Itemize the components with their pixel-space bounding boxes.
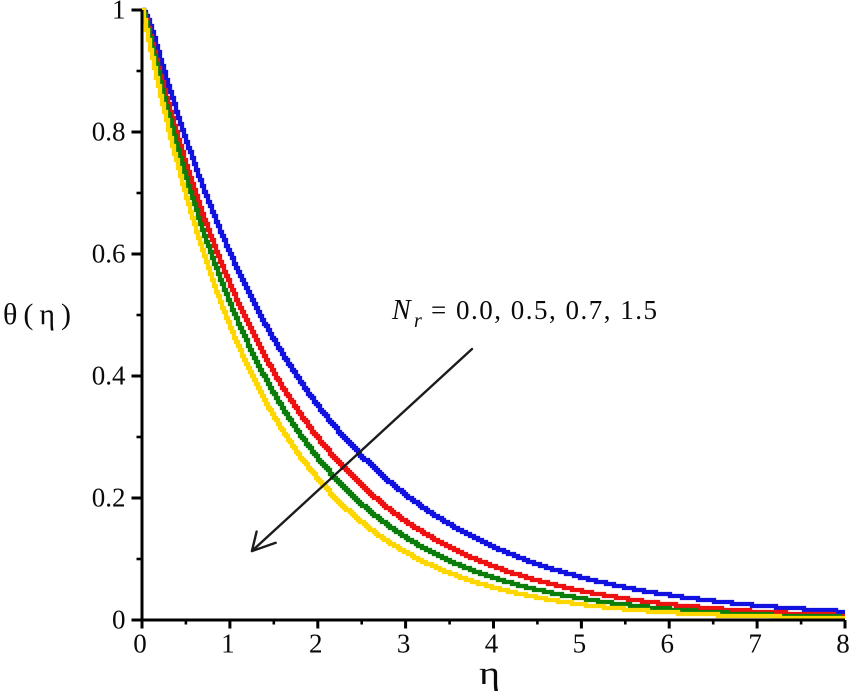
svg-text:3: 3	[397, 629, 411, 659]
svg-text:0.8: 0.8	[92, 117, 126, 147]
svg-text:0.4: 0.4	[92, 361, 126, 391]
svg-text:0.6: 0.6	[92, 239, 126, 269]
svg-text:N: N	[391, 295, 412, 326]
svg-text:η: η	[479, 655, 500, 691]
svg-text:r: r	[414, 310, 422, 332]
svg-text:8: 8	[836, 629, 850, 659]
svg-text:1: 1	[112, 0, 126, 25]
svg-text:4: 4	[485, 629, 499, 659]
svg-text:2: 2	[309, 629, 323, 659]
svg-text:0: 0	[133, 629, 147, 659]
svg-text:0: 0	[112, 605, 126, 635]
svg-text:θ(η): θ(η)	[3, 298, 77, 331]
svg-text:1: 1	[221, 629, 235, 659]
svg-text:0.2: 0.2	[92, 483, 126, 513]
svg-text:5: 5	[573, 629, 587, 659]
svg-text:= 0.0, 0.5, 0.7, 1.5: = 0.0, 0.5, 0.7, 1.5	[431, 295, 658, 325]
svg-text:7: 7	[748, 629, 762, 659]
svg-text:6: 6	[660, 629, 674, 659]
